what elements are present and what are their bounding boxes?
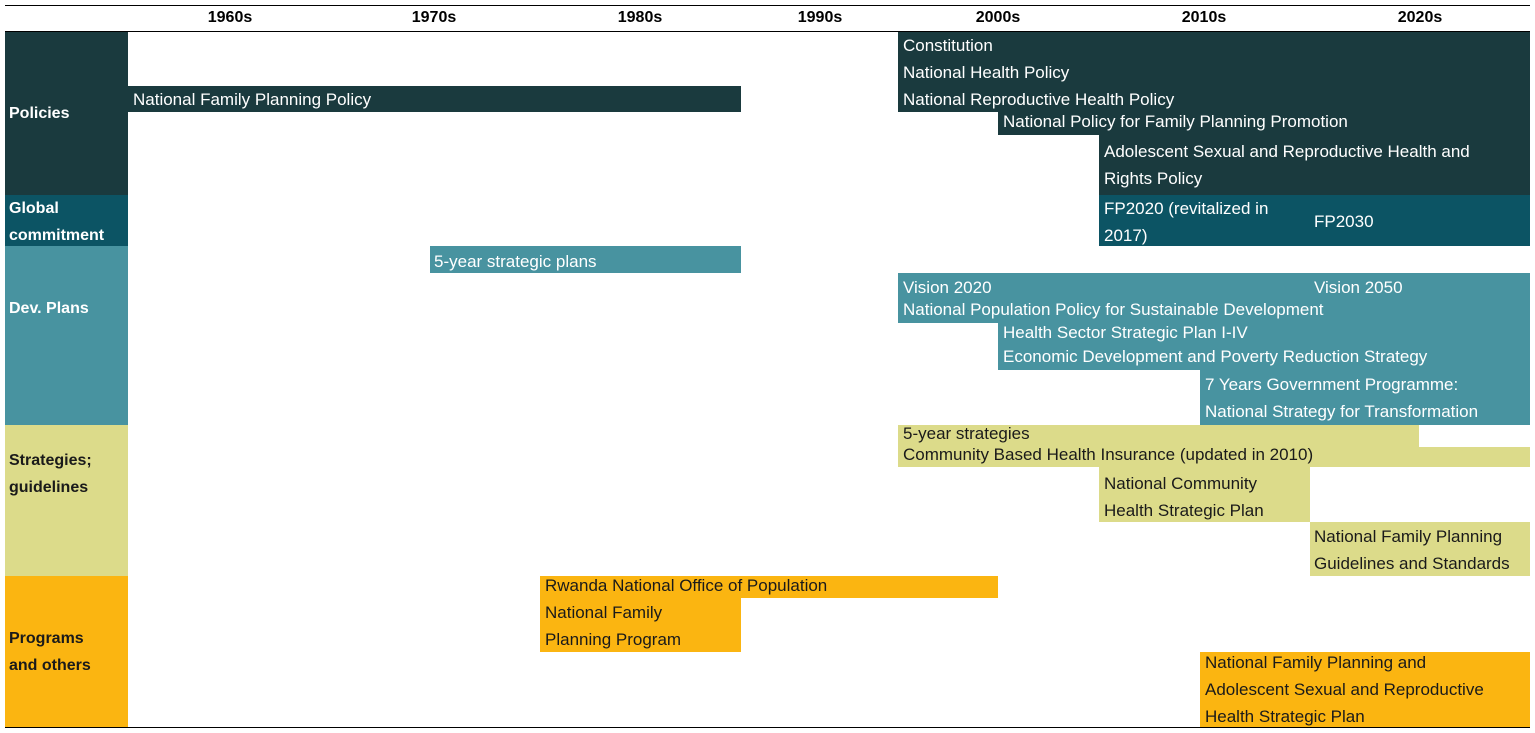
timeline-item-label: 7 Years Government Programme:	[1205, 375, 1459, 394]
timeline-bar	[1099, 135, 1530, 195]
category-label: Policies	[9, 105, 70, 122]
timeline-item-label: Adolescent Sexual and Reproductive Healt…	[1104, 142, 1470, 161]
category-label: commitment	[9, 227, 105, 244]
top-rule	[5, 5, 1530, 6]
category-global: Global commitment	[5, 195, 128, 246]
timeline-item-label: Vision 2020	[903, 278, 992, 297]
timeline-item-label: National Family	[545, 603, 663, 622]
timeline-bar	[1200, 652, 1530, 727]
category-label: Programs	[9, 630, 84, 647]
category-label: Global	[9, 200, 59, 217]
decade-label-1960s: 1960s	[207, 9, 253, 26]
timeline-item-label: 2017)	[1104, 226, 1148, 245]
category-label: guidelines	[9, 479, 89, 496]
category-label: Strategies;	[9, 452, 92, 469]
timeline-item-label: Guidelines and Standards	[1314, 554, 1510, 573]
timeline-item-label: National Community	[1104, 474, 1258, 493]
timeline-item-label: 5-year strategies	[903, 424, 1030, 443]
category-programs: Programs and others	[5, 576, 128, 727]
decade-label-1980s: 1980s	[617, 9, 663, 26]
timeline-bar	[128, 86, 741, 112]
timeline-item-label: National Family Planning and	[1205, 653, 1427, 672]
timeline-item-label: Adolescent Sexual and Reproductive	[1205, 680, 1484, 699]
timeline-item-label: FP2030	[1314, 212, 1374, 231]
timeline-item-label: Economic Development and Poverty Reducti…	[1003, 347, 1428, 366]
category-policies: Policies	[5, 32, 128, 195]
timeline-item-label: National Population Policy for Sustainab…	[903, 300, 1324, 319]
timeline-item-label: Community Based Health Insurance (update…	[903, 445, 1314, 464]
decade-label-1990s: 1990s	[797, 9, 843, 26]
timeline-item-label: Vision 2050	[1314, 278, 1403, 297]
timeline-bar	[898, 273, 1530, 323]
timeline-item-label: Rwanda National Office of Population	[545, 576, 828, 595]
timeline-item-label: National Health Policy	[903, 63, 1070, 82]
category-strategies: Strategies; guidelines	[5, 425, 128, 576]
timeline-bar	[898, 32, 1530, 112]
timeline-bar	[1310, 522, 1530, 576]
timeline-item-label: Rights Policy	[1104, 169, 1203, 188]
timeline-item-label: Health Strategic Plan	[1205, 707, 1365, 726]
timeline-item-label: FP2020 (revitalized in	[1104, 199, 1269, 218]
timeline-bar	[1099, 467, 1310, 522]
timeline-item-label: National Reproductive Health Policy	[903, 90, 1175, 109]
timeline-item-label: National Policy for Family Planning Prom…	[1003, 112, 1348, 131]
timeline-item-label: National Family Planning Policy	[133, 90, 372, 109]
timeline-item-label: Constitution	[903, 36, 993, 55]
decade-label-2020s: 2020s	[1397, 9, 1443, 26]
timeline-item-label: Health Sector Strategic Plan I-IV	[1003, 323, 1248, 342]
category-dev: Dev. Plans	[5, 246, 128, 425]
timeline-bar	[1099, 195, 1530, 246]
decade-label-2000s: 2000s	[975, 9, 1021, 26]
header-rule	[5, 31, 1530, 32]
timeline-bar	[898, 425, 1419, 447]
timeline-item-label: Health Strategic Plan	[1104, 501, 1264, 520]
timeline-bar	[998, 323, 1530, 370]
timeline-item-label: National Strategy for Transformation	[1205, 402, 1479, 421]
timeline-bar	[540, 598, 741, 652]
timeline-bar	[898, 447, 1530, 467]
category-label: Dev. Plans	[9, 300, 89, 317]
timeline-bar	[1200, 370, 1530, 425]
timeline-bar	[998, 112, 1530, 135]
decade-label-2010s: 2010s	[1181, 9, 1227, 26]
decade-label-1970s: 1970s	[411, 9, 457, 26]
timeline-bar	[540, 576, 998, 598]
bottom-rule	[5, 727, 1530, 728]
timeline-bar	[430, 246, 741, 273]
timeline-item-label: 5-year strategic plans	[434, 252, 597, 271]
timeline-item-label: National Family Planning	[1314, 527, 1503, 546]
timeline-item-label: Planning Program	[545, 630, 682, 649]
category-label: and others	[9, 657, 91, 674]
